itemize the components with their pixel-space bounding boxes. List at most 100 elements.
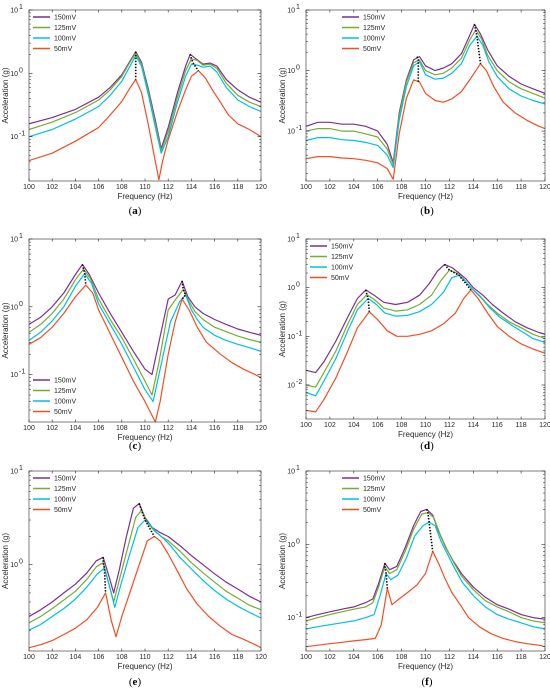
series-line-100mV (306, 274, 545, 397)
y-tick-exponent: 1 (19, 233, 23, 240)
panel-caption: (f) (421, 676, 432, 688)
x-tick-label: 114 (186, 425, 197, 432)
x-tick-label: 118 (232, 425, 243, 432)
legend-label-100mV: 100mV (54, 497, 77, 504)
x-tick-label: 114 (468, 184, 479, 191)
series-line-50mV (306, 550, 545, 648)
y-tick-label: 10 (287, 129, 295, 136)
series-line-50mV (306, 289, 545, 413)
x-axis-label: Frequency (Hz) (117, 433, 172, 442)
x-tick-label: 118 (232, 654, 243, 661)
x-tick-label: 104 (70, 425, 82, 432)
y-tick-label: 10 (287, 68, 295, 75)
x-tick-label: 118 (516, 654, 527, 661)
peak-track-1 (365, 289, 371, 312)
x-tick-label: 100 (23, 425, 35, 432)
series-line-100mV (29, 272, 261, 403)
y-tick-label: 10 (10, 71, 18, 78)
x-tick-label: 106 (372, 184, 384, 191)
peak-track-2 (443, 263, 472, 291)
y-axis-label: Acceleration (g) (1, 302, 10, 358)
legend-label-100mV: 100mV (54, 36, 77, 43)
x-tick-label: 106 (93, 654, 105, 661)
y-axis-label: Acceleration (g) (278, 67, 287, 123)
x-tick-label: 116 (209, 425, 220, 432)
series-line-125mV (306, 512, 545, 624)
x-tick-label: 110 (420, 184, 431, 191)
legend-label-125mV: 125mV (54, 25, 77, 32)
legend-label-125mV: 125mV (363, 25, 386, 32)
x-tick-label: 104 (70, 654, 82, 661)
series-line-100mV (29, 519, 261, 631)
legend-label-125mV: 125mV (331, 254, 354, 261)
y-tick-exponent: 0 (19, 301, 23, 308)
x-tick-label: 100 (300, 654, 312, 661)
x-tick-label: 116 (492, 422, 503, 429)
legend-label-150mV: 150mV (363, 15, 386, 22)
series-line-125mV (29, 509, 261, 624)
x-tick-label: 120 (255, 654, 267, 661)
y-tick-label: 10 (287, 334, 295, 341)
y-tick-label: 10 (287, 615, 295, 622)
legend: 150mV 125mV 100mV 50mV (33, 378, 77, 416)
series-line-150mV (306, 508, 545, 620)
y-axis-label: Acceleration (g) (278, 301, 287, 357)
y-tick-label: 10 (287, 8, 295, 15)
x-tick-label: 102 (46, 184, 58, 191)
panel-caption: (c) (129, 440, 142, 452)
y-tick-exponent: 0 (296, 282, 300, 289)
x-tick-label: 110 (420, 422, 431, 429)
x-tick-label: 108 (116, 184, 128, 191)
x-axis-label: Frequency (Hz) (398, 662, 453, 671)
legend-label-125mV: 125mV (54, 388, 77, 395)
legend-label-50mV: 50mV (54, 46, 73, 53)
x-tick-label: 102 (324, 422, 336, 429)
peak-track-2 (138, 503, 155, 537)
x-tick-label: 102 (324, 184, 336, 191)
legend-label-50mV: 50mV (363, 46, 382, 53)
x-tick-label: 108 (396, 422, 408, 429)
y-tick-label: 10 (287, 237, 295, 244)
y-tick-exponent: 0 (296, 65, 300, 72)
legend-label-150mV: 150mV (54, 476, 77, 483)
x-tick-label: 106 (372, 654, 384, 661)
peak-track-2 (181, 280, 187, 300)
x-tick-label: 120 (539, 654, 550, 661)
y-tick-exponent: 1 (296, 233, 300, 240)
x-tick-label: 104 (348, 654, 360, 661)
y-tick-exponent: 1 (19, 465, 23, 472)
legend: 150mV 125mV 100mV 50mV (342, 15, 386, 53)
legend-label-100mV: 100mV (54, 399, 77, 406)
legend-label-100mV: 100mV (363, 36, 386, 43)
y-tick-exponent: -2 (296, 379, 302, 386)
x-tick-label: 114 (468, 422, 479, 429)
series-line-150mV (29, 51, 261, 150)
legend-label-100mV: 100mV (363, 497, 386, 504)
y-tick-label: 10 (287, 469, 295, 476)
panel-caption: (b) (420, 205, 434, 217)
series-line-125mV (306, 269, 545, 388)
y-tick-exponent: -1 (19, 369, 25, 376)
legend-label-100mV: 100mV (331, 265, 354, 272)
peak-track-1 (81, 264, 87, 286)
legend: 150mV 125mV 100mV 50mV (342, 476, 386, 514)
legend-label-150mV: 150mV (363, 476, 386, 483)
series-line-150mV (29, 263, 261, 376)
x-tick-label: 114 (186, 654, 197, 661)
x-tick-label: 110 (139, 184, 150, 191)
legend-label-150mV: 150mV (54, 15, 77, 22)
y-tick-label: 10 (10, 237, 18, 244)
y-tick-exponent: -1 (296, 125, 302, 132)
x-tick-label: 110 (420, 654, 431, 661)
x-tick-label: 112 (163, 425, 174, 432)
plot-area (306, 471, 545, 651)
x-axis-label: Frequency (Hz) (117, 662, 172, 671)
x-tick-label: 108 (116, 425, 128, 432)
y-tick-exponent: -1 (296, 612, 302, 619)
legend-label-50mV: 50mV (54, 507, 73, 514)
series-line-100mV (29, 55, 261, 154)
legend-label-150mV: 150mV (331, 244, 354, 251)
